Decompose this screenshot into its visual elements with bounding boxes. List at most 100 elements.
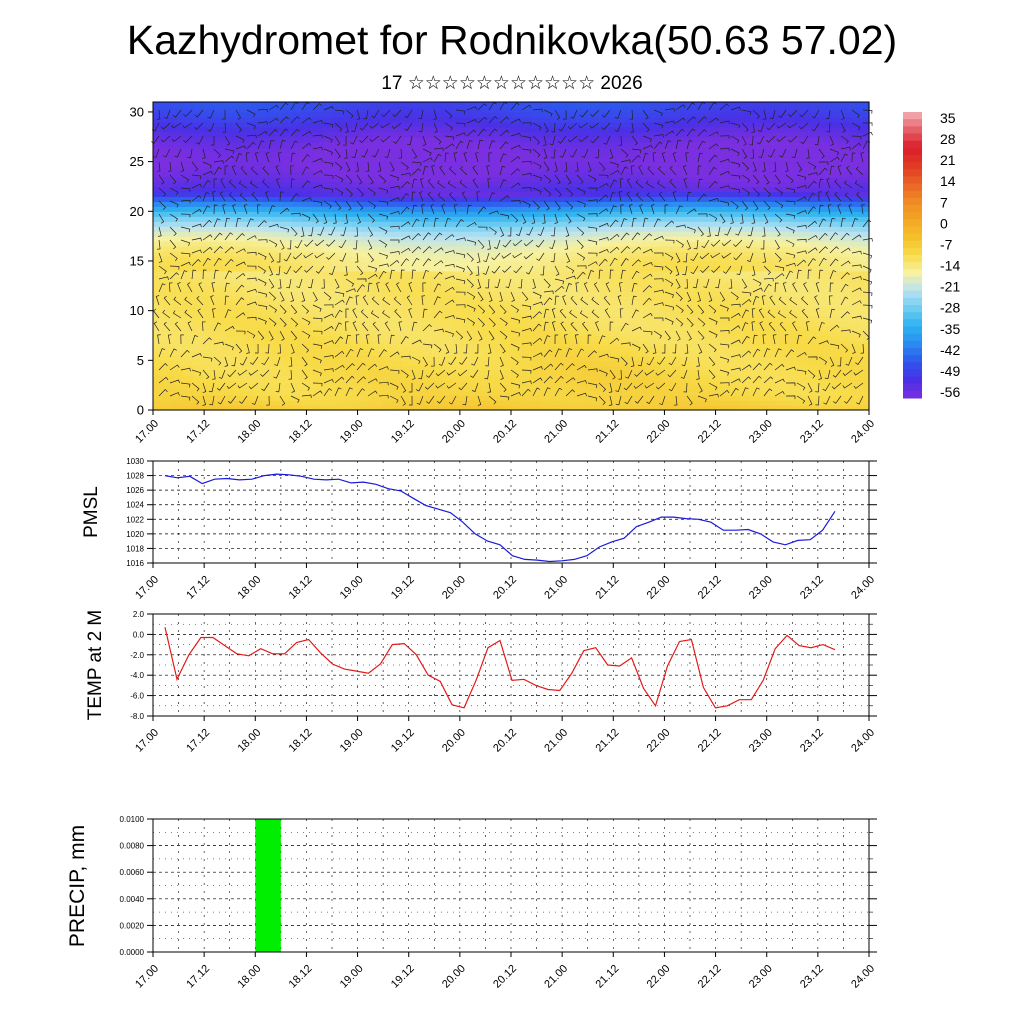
temperature-cell [322, 146, 333, 153]
temperature-cell [232, 156, 244, 163]
temperature-cell [859, 211, 870, 217]
temperature-cell [690, 106, 701, 113]
wind-barb [675, 104, 686, 111]
temperature-cell [312, 285, 323, 292]
temperature-cell [312, 350, 323, 356]
wind-barb [356, 200, 364, 211]
temperature-cell [172, 141, 184, 148]
wind-barb [499, 165, 506, 176]
temperature-cell [650, 206, 661, 212]
temperature-cell [302, 350, 313, 356]
temperature-cell [759, 320, 771, 327]
temperature-cell [759, 126, 771, 133]
temperature-cell [680, 370, 691, 376]
temperature-cell [252, 231, 263, 237]
wind-barb [578, 135, 589, 143]
temperature-cell [232, 335, 244, 342]
temperature-cell [242, 405, 254, 411]
temperature-cell [719, 211, 731, 217]
temperature-cell [292, 260, 303, 267]
temperature-cell [729, 181, 741, 188]
temperature-cell [799, 300, 810, 307]
temperature-cell [819, 380, 830, 386]
temperature-cell [212, 355, 224, 361]
temperature-cell [361, 211, 373, 217]
temperature-cell [769, 166, 781, 173]
temperature-cell [322, 340, 333, 347]
wind-barb [163, 109, 171, 119]
temperature-cell [789, 161, 800, 168]
temperature-cell [312, 280, 323, 287]
temperature-cell [391, 325, 403, 332]
wind-barb [652, 152, 657, 163]
wind-barb [460, 166, 468, 176]
temperature-cell [600, 405, 612, 411]
temperature-cell [739, 395, 751, 401]
temperature-cell [371, 330, 383, 337]
temperature-cell [292, 246, 303, 252]
temperature-cell [381, 256, 393, 262]
temperature-cell [451, 300, 462, 307]
temperature-cell [540, 300, 552, 307]
temperature-cell [341, 226, 353, 232]
temperature-cell [232, 176, 244, 183]
temperature-cell [779, 350, 791, 356]
temperature-cell [441, 231, 452, 237]
temperature-cell [749, 246, 761, 252]
temperature-cell [719, 325, 731, 332]
temperature-cell [779, 181, 791, 188]
temperature-cell [690, 156, 701, 163]
temperature-cell [172, 211, 184, 217]
temperature-cell [232, 325, 244, 332]
temperature-cell [351, 350, 363, 356]
temperature-cell [719, 106, 731, 113]
temperature-cell [302, 335, 313, 342]
temperature-cell [779, 330, 791, 337]
temperature-cell [719, 285, 731, 292]
temperature-cell [491, 251, 502, 257]
wind-barb [499, 116, 510, 124]
temperature-cell [391, 102, 403, 108]
temperature-cell [550, 370, 562, 376]
temperature-cell [759, 156, 771, 163]
temperature-cell [431, 405, 442, 411]
temperature-cell [172, 226, 184, 232]
temperature-cell [630, 260, 641, 267]
temperature-cell [590, 370, 602, 376]
temperature-cell [302, 315, 313, 322]
temperature-cell [779, 211, 791, 217]
temperature-cell [799, 265, 810, 272]
temperature-cell [292, 211, 303, 217]
temperature-cell [481, 231, 492, 237]
temperature-cell [540, 395, 552, 401]
temperature-cell [699, 270, 711, 277]
temperature-cell [590, 166, 602, 173]
temperature-cell [351, 201, 363, 207]
wind-barb [461, 191, 468, 202]
temperature-cell [242, 231, 254, 237]
temperature-cell [282, 340, 293, 347]
temperature-cell [829, 151, 840, 158]
temperature-cell [709, 320, 721, 327]
temperature-cell [690, 121, 701, 128]
temperature-cell [441, 295, 452, 302]
temperature-cell [540, 265, 552, 272]
temperature-cell [481, 191, 492, 197]
temperature-cell [332, 116, 343, 123]
temperature-cell [560, 231, 572, 237]
temperature-cell [749, 315, 761, 322]
temperature-cell [779, 186, 791, 193]
temperature-cell [709, 161, 721, 168]
temperature-cell [381, 171, 393, 178]
temperature-cell [222, 166, 234, 173]
temperature-cell [699, 251, 711, 257]
temperature-cell [530, 320, 542, 327]
temperature-cell [680, 106, 691, 113]
temperature-cell [779, 116, 791, 123]
temperature-cell [491, 375, 502, 381]
wind-barb [437, 180, 446, 189]
temperature-cell [491, 365, 502, 371]
temperature-cell [640, 161, 651, 168]
temperature-cell [441, 146, 452, 153]
temperature-cell [401, 280, 413, 287]
